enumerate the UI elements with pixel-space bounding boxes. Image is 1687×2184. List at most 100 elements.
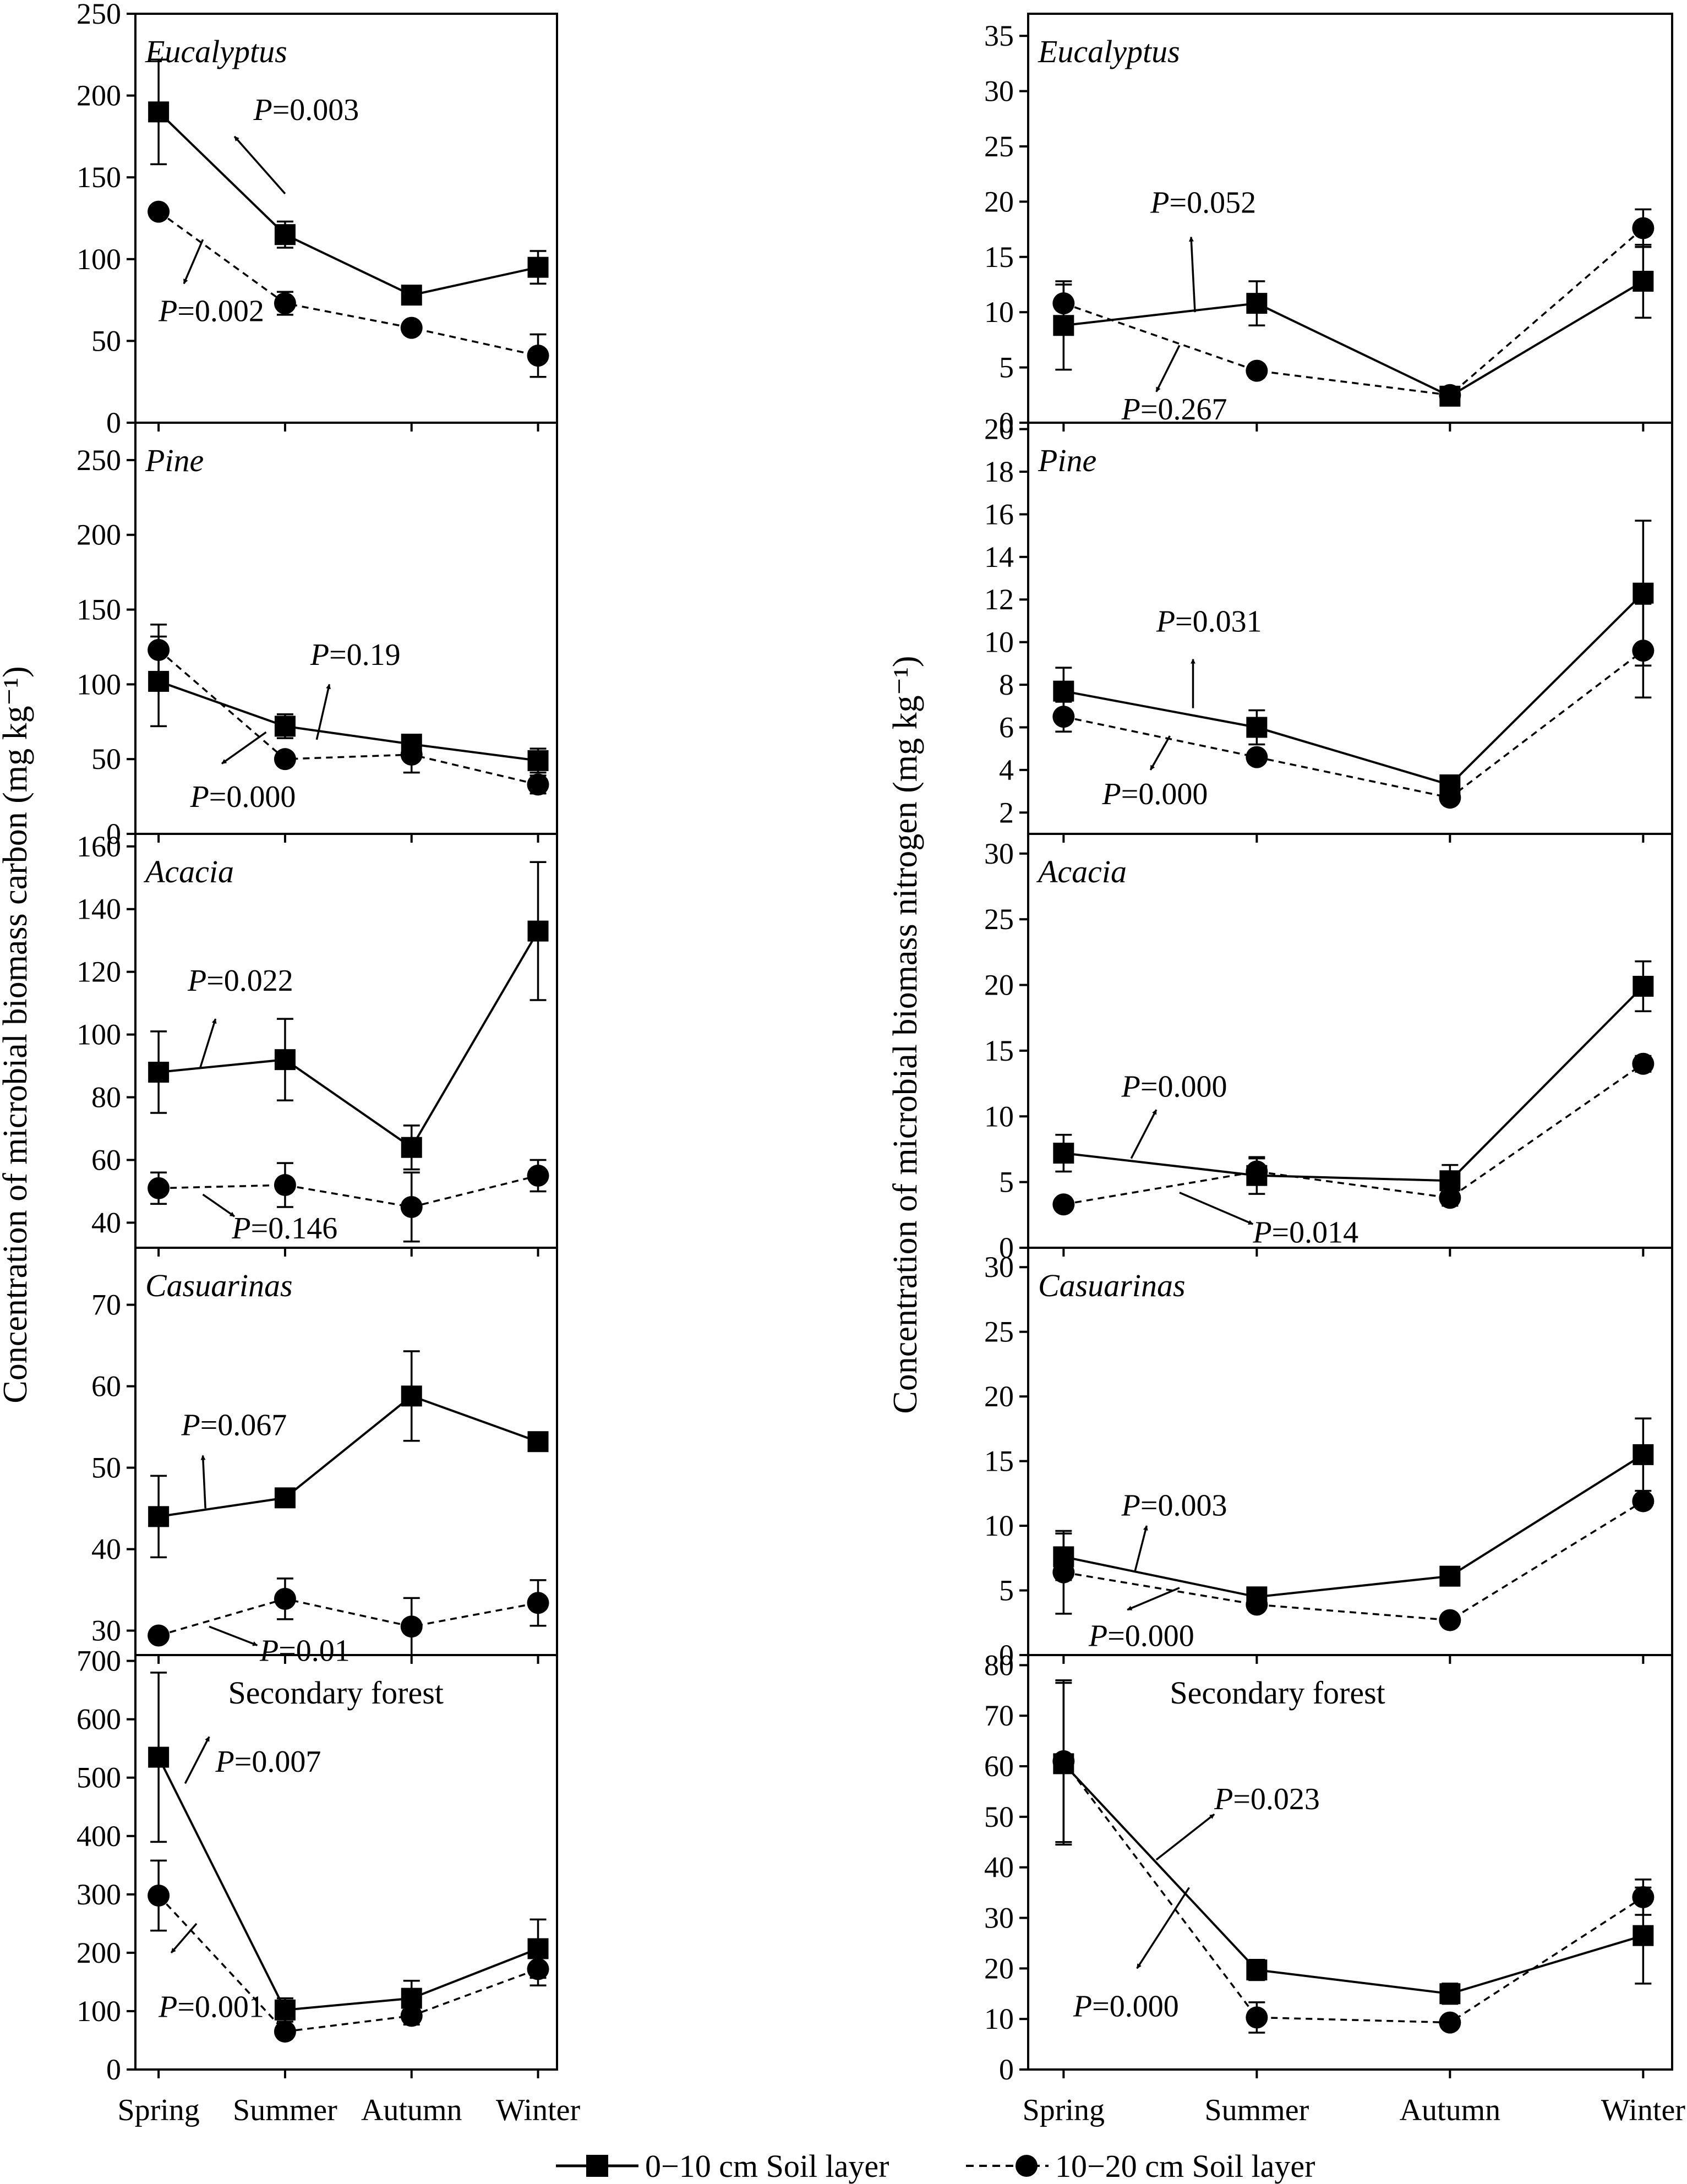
y-tick-label: 250 (77, 444, 121, 477)
panel-frame (134, 1247, 558, 1656)
p-value-label: P=0.023 (1214, 1782, 1320, 1816)
data-point-square (274, 224, 296, 245)
y-tick-label: 400 (77, 1820, 121, 1853)
p-value-arrow (1130, 1109, 1158, 1159)
p-value-arrow (1155, 345, 1181, 392)
series-line-0-10cm (157, 1756, 539, 2011)
legend: 0−10 cm Soil layer 10−20 cm Soil layer (556, 2148, 1315, 2184)
series-line-0-10cm (157, 111, 538, 297)
panel-mbn-secondary-forest: 0 10 20 30 40 50 60 70 80 Spring Summer Autumn Winte… (984, 1648, 1685, 2127)
panel-title: Acacia (1036, 854, 1127, 889)
series-line-10-20cm (158, 211, 538, 357)
y-tick-label: 2 (999, 796, 1014, 829)
y-tick-label: 16 (984, 498, 1014, 531)
data-point-circle (1246, 1160, 1268, 1183)
y-tick-label: 150 (77, 161, 121, 194)
panel-frame (1027, 1654, 1673, 2071)
p-value-arrow (1134, 1525, 1148, 1571)
data-point-circle (274, 1587, 296, 1610)
panel-frame (1027, 13, 1673, 424)
p-value-arrow (183, 239, 204, 285)
p-value-label: P=0.146 (231, 1211, 337, 1246)
data-point-circle (274, 1174, 296, 1197)
y-tick-label: 20 (984, 1380, 1014, 1413)
y-tick-label: 30 (984, 837, 1014, 870)
panel-title: Eucalyptus (1038, 34, 1180, 69)
data-point-circle (527, 1592, 549, 1614)
data-point-circle (1632, 640, 1655, 662)
y-tick-label: 200 (77, 1936, 121, 1969)
series-line-10-20cm (157, 649, 538, 786)
series-line-0-10cm (158, 930, 539, 1149)
data-point-square (1439, 1983, 1461, 2005)
y-tick-label: 200 (77, 518, 121, 552)
data-point-square (527, 1431, 549, 1453)
data-point-circle (1246, 2006, 1268, 2029)
data-point-circle (1632, 217, 1655, 239)
data-point-circle (1439, 1187, 1461, 1209)
data-point-circle (1052, 1750, 1075, 1772)
p-value-label: P=0.01 (259, 1634, 350, 1668)
data-point-circle (400, 316, 423, 339)
p-value-label: P=0.267 (1121, 392, 1227, 427)
y-tick-label: 0 (999, 1231, 1014, 1264)
data-point-circle (527, 1164, 549, 1187)
y-tick-label: 30 (984, 1902, 1014, 1935)
y-tick-label: 6 (999, 711, 1014, 744)
series-line-10-20cm (1063, 1500, 1644, 1621)
y-tick-label: 50 (984, 1800, 1014, 1833)
panel-mbn-acacia: 0 5 10 15 20 25 30 Acacia P=0.000 P=0.014 (984, 833, 1673, 1264)
y-tick-label: 40 (91, 1533, 121, 1566)
panel-mbn-eucalyptus: 0 5 10 15 20 25 30 35 Eucalyptus P=0.052 P=0.267 (984, 13, 1673, 439)
y-tick-label: 60 (984, 1750, 1014, 1783)
data-point-square (148, 101, 170, 123)
p-value-arrow (1188, 236, 1196, 313)
panel-mbn-casuarinas: 0 5 10 15 20 25 30 Casuarinas P=0.003 P=0.000 (984, 1247, 1673, 1672)
panel-title: Secondary forest (228, 1675, 444, 1711)
y-tick-label: 20 (984, 969, 1014, 1002)
panel-frame (134, 422, 558, 835)
y-tick-label: 70 (984, 1699, 1014, 1732)
data-point-circle (274, 748, 296, 771)
series-line-10-20cm (157, 1894, 539, 2033)
data-point-circle (1246, 1593, 1268, 1616)
series-line-10-20cm (158, 1598, 538, 1637)
panel-title: Eucalyptus (145, 34, 287, 69)
p-value-label: P=0.003 (1121, 1488, 1227, 1522)
y-tick-label: 35 (984, 19, 1014, 52)
y-tick-label: 10 (984, 626, 1014, 659)
data-point-square (274, 1487, 296, 1509)
p-value-arrow (315, 684, 331, 740)
data-point-square (1246, 293, 1268, 314)
y-tick-label: 100 (77, 1995, 121, 2028)
x-tick-label: Spring (117, 2093, 199, 2127)
data-point-square (1633, 1925, 1654, 1946)
data-point-circle (274, 292, 296, 315)
series-line-0-10cm (1063, 592, 1644, 787)
data-point-circle (1632, 1490, 1655, 1513)
y-tick-label: 60 (91, 1143, 121, 1176)
panel-mbc-secondary-forest: 0 100 200 300 400 500 600 700 Spring Summer Autumn… (77, 1645, 580, 2127)
panel-frame (134, 13, 558, 424)
p-value-label: P=0.19 (310, 638, 401, 672)
y-tick-label: 30 (984, 75, 1014, 108)
p-value-label: P=0.000 (1088, 1619, 1194, 1653)
data-point-square (401, 1385, 422, 1407)
y-tick-label: 0 (106, 406, 121, 439)
series-line-0-10cm (1063, 985, 1644, 1182)
y-tick-label: 10 (984, 1509, 1014, 1542)
y-tick-label: 0 (106, 2053, 121, 2086)
panel-title: Pine (145, 443, 204, 478)
panel-title: Casuarinas (145, 1268, 293, 1303)
y-tick-label: 0 (999, 2053, 1014, 2086)
y-tick-label: 5 (999, 1166, 1014, 1199)
data-point-square (1633, 975, 1654, 997)
data-point-circle (400, 1195, 423, 1218)
data-point-square (527, 256, 549, 278)
data-point-circle (1439, 2011, 1461, 2034)
data-point-circle (1632, 1052, 1655, 1075)
p-value-label: P=0.000 (1121, 1069, 1227, 1104)
x-tick-label: Summer (233, 2093, 337, 2127)
y-tick-label: 300 (77, 1878, 121, 1911)
